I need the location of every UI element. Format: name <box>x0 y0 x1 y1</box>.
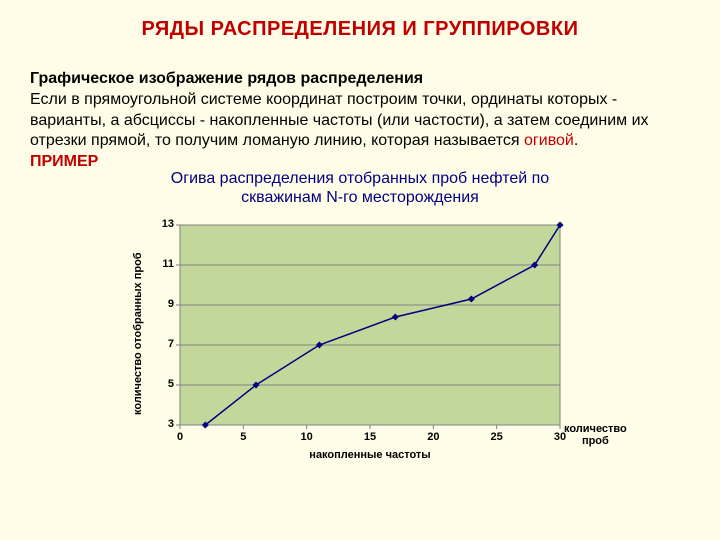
y-tick-label: 9 <box>152 298 174 310</box>
example-label: ПРИМЕР <box>30 153 98 170</box>
y-tick-label: 11 <box>152 258 174 270</box>
y-tick-label: 5 <box>152 378 174 390</box>
y-tick-label: 7 <box>152 338 174 350</box>
x-axis-label: накопленные частоты <box>180 449 560 461</box>
caption-line1: Огива распределения отобранных проб нефт… <box>171 170 549 187</box>
x-tick-label: 15 <box>360 431 380 443</box>
paragraph-body-after: . <box>574 132 578 149</box>
page-title: РЯДЫ РАСПРЕДЕЛЕНИЯ И ГРУППИРОВКИ <box>30 18 690 41</box>
slide: РЯДЫ РАСПРЕДЕЛЕНИЯ И ГРУППИРОВКИ Графиче… <box>0 0 720 540</box>
x-tick-label: 5 <box>233 431 253 443</box>
ogive-chart: 05101520253035791113количество отобранны… <box>100 215 620 475</box>
paragraph-heading: Графическое изображение рядов распределе… <box>30 70 423 87</box>
x-tick-label: 10 <box>297 431 317 443</box>
y-tick-label: 3 <box>152 418 174 430</box>
body-paragraph: Графическое изображение рядов распределе… <box>30 69 690 173</box>
caption-line2: скважинам N-го месторождения <box>241 189 479 206</box>
x-axis-side-label: количествопроб <box>564 423 627 447</box>
ogive-word: огивой <box>524 132 574 149</box>
y-axis-label: количество отобранных проб <box>132 253 144 416</box>
y-tick-label: 13 <box>152 218 174 230</box>
x-tick-label: 0 <box>170 431 190 443</box>
chart-caption: Огива распределения отобранных проб нефт… <box>30 169 690 207</box>
x-tick-label: 20 <box>423 431 443 443</box>
x-tick-label: 25 <box>487 431 507 443</box>
